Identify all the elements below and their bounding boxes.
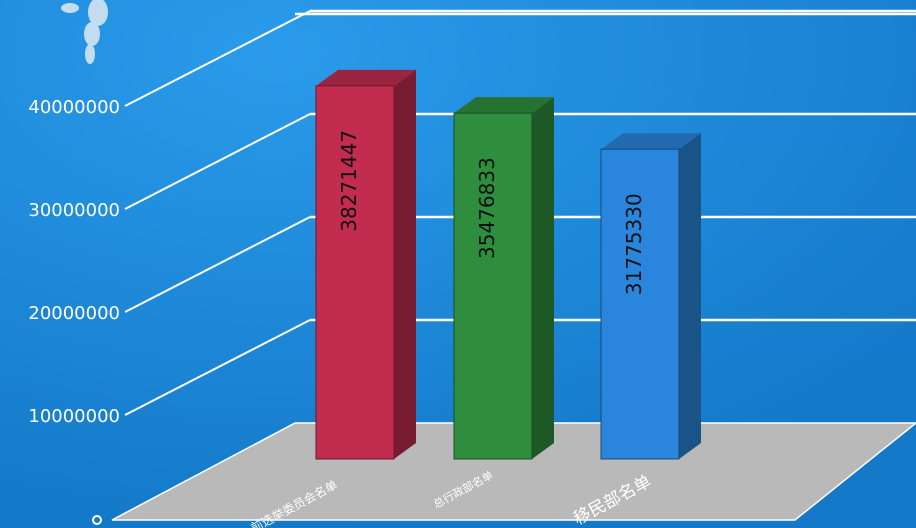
bar-value-label: 38271447: [337, 130, 361, 232]
gridline-diagonal: [124, 319, 311, 416]
floor-plane: [111, 422, 916, 521]
bar-value-label: 31775330: [622, 193, 646, 295]
y-origin-marker: [92, 515, 102, 525]
bar: 38271447: [315, 69, 416, 460]
chart-floor: [111, 422, 916, 521]
decorative-smoke: [61, 0, 108, 64]
bar-top: [454, 97, 554, 114]
y-tick-label: 20000000: [28, 303, 120, 324]
gridline-diagonal: [124, 113, 311, 210]
bars: 38271447 35476833 31775330: [315, 69, 701, 460]
gridline-diagonal: [124, 10, 311, 107]
y-tick-label: 40000000: [28, 97, 120, 118]
bar: 35476833: [453, 97, 554, 460]
bar-value-label: 35476833: [475, 157, 499, 259]
bar-front: [600, 148, 680, 460]
bar-front: [453, 112, 533, 460]
bar-top: [316, 69, 416, 86]
y-tick-label: 30000000: [28, 200, 120, 221]
bar: 31775330: [600, 133, 701, 460]
bar-front: [315, 85, 395, 460]
bar-side: [394, 69, 416, 459]
bar-top: [601, 133, 701, 150]
gridline-diagonal: [124, 216, 311, 313]
bar-side: [532, 97, 554, 459]
y-tick-label: 10000000: [28, 406, 120, 427]
bar-side: [679, 133, 701, 459]
y-axis: 10000000 20000000 30000000 40000000: [28, 97, 120, 525]
